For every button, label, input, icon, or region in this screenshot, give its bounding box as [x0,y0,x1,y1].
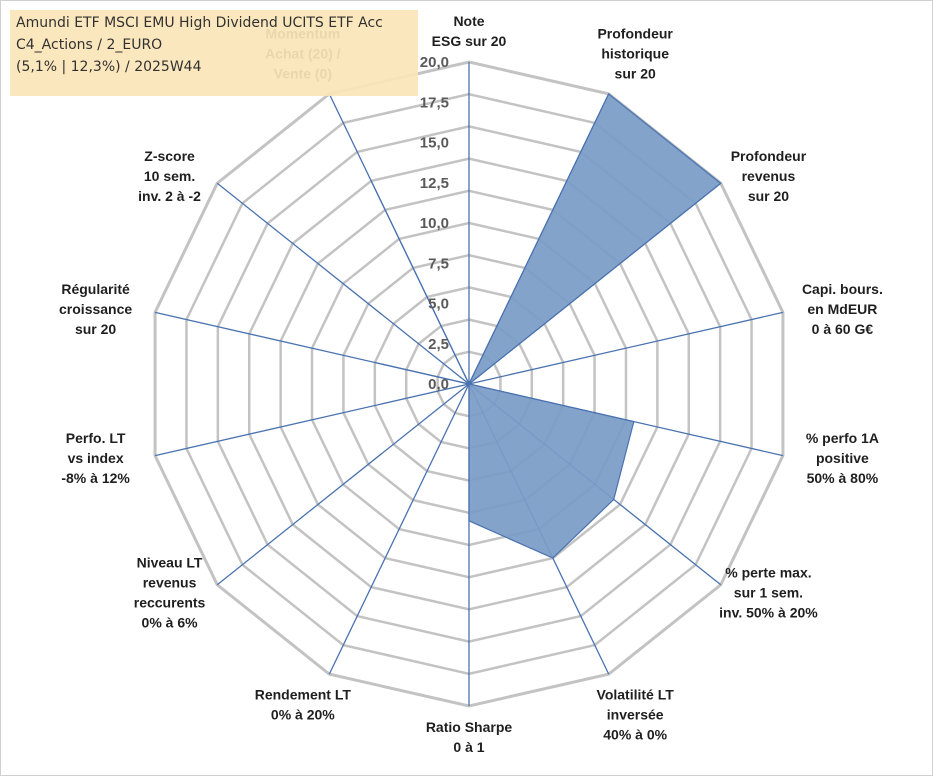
axis-label-line: Régularité [61,281,130,297]
axis-label-line: inversée [607,707,664,723]
axis-label-line: inv. 2 à -2 [138,188,201,204]
axis-label-line: sur 1 sem. [734,584,803,600]
axis-label-line: historique [601,45,669,61]
axis-label-line: croissance [59,301,132,317]
axis-label-line: -8% à 12% [61,470,130,486]
axis-label-line: % perte max. [725,564,811,580]
axis-label-line: reccurents [134,594,206,610]
fund-name: Amundi ETF MSCI EMU High Dividend UCITS … [16,15,383,31]
axis-label-line: 50% à 80% [807,470,879,486]
axis-label: Perfo. LT vs index -8% à 12% [61,430,130,486]
tick-label: 15,0 [420,135,449,152]
axis-label: % perte max. sur 1 sem. inv. 50% à 20% [719,564,818,620]
axis-label: Z-score 10 sem. inv. 2 à -2 [138,148,201,204]
axis-label-line: Ratio Sharpe [426,719,513,735]
axis-label-line: revenus [742,168,796,184]
axis-label-line: 0 à 60 G€ [812,321,874,337]
tick-label: 17,5 [420,94,449,111]
axis-label: Note ESG sur 20 [432,13,507,49]
axis-label-line: inv. 50% à 20% [719,604,818,620]
axis-label-line: sur 20 [615,65,656,81]
axis-label-line: sur 20 [75,321,116,337]
fund-period: (5,1% | 12,3%) / 2025W44 [16,59,202,75]
tick-label: 2,5 [428,336,449,353]
axis-label-line: 0% à 6% [142,614,199,630]
axis-label: Ratio Sharpe 0 à 1 [426,719,513,755]
axis-label-line: Rendement LT [255,687,352,703]
axis-label-line: 10 sem. [144,168,195,184]
axis-label-line: en MdEUR [807,301,877,317]
radar-tick-labels: 0,0 2,5 5,0 7,5 10,0 12,5 15,0 17,5 20,0 [420,54,449,393]
axis-label: Profondeur revenus sur 20 [731,148,807,204]
axis-label-line: revenus [143,574,197,590]
axis-label: Régularité croissance sur 20 [59,281,132,337]
axis-spoke [468,311,784,385]
axis-label: % perfo 1A positive 50% à 80% [806,430,879,486]
axis-spoke [154,383,470,457]
axis-label: Niveau LT revenus reccurents 0% à 6% [134,554,206,630]
axis-label-line: positive [816,450,869,466]
axis-spoke [328,383,470,675]
axis-spoke [216,383,470,586]
tick-label: 10,0 [420,215,449,232]
axis-label-line: Niveau LT [137,554,203,570]
axis-label: Capi. bours. en MdEUR 0 à 60 G€ [802,281,883,337]
tick-label: 12,5 [420,175,449,192]
axis-label-line: Capi. bours. [802,281,883,297]
radar-axis-labels: Note ESG sur 20 Profondeur historique sur 20… [59,13,883,755]
tick-label: 7,5 [428,255,449,272]
axis-label-line: vs index [68,450,124,466]
tick-label: 0,0 [428,376,449,393]
axis-label: Profondeur historique sur 20 [597,25,673,81]
tick-label: 20,0 [420,54,449,71]
axis-label-line: 0% à 20% [271,707,335,723]
axis-label: Volatilité LT inversée 40% à 0% [597,687,675,743]
axis-label-line: Note [453,13,484,29]
axis-label-line: Perfo. LT [66,430,126,446]
axis-label-line: % perfo 1A [806,430,879,446]
axis-label-line: sur 20 [748,188,789,204]
axis-label-line: Profondeur [597,25,673,41]
axis-spoke [216,182,470,385]
axis-label-line: ESG sur 20 [432,33,507,49]
radar-series [370,92,722,559]
fund-info-box: Amundi ETF MSCI EMU High Dividend UCITS … [10,10,418,96]
axis-label-line: Z-score [144,148,195,164]
axis-label-line: 40% à 0% [603,727,667,743]
axis-label-line: Profondeur [731,148,807,164]
axis-label: Rendement LT 0% à 20% [255,687,352,723]
tick-label: 5,0 [428,296,449,313]
axis-label-line: 0 à 1 [453,739,484,755]
fund-category: C4_Actions / 2_EURO [16,37,163,53]
axis-label-line: Volatilité LT [597,687,675,703]
